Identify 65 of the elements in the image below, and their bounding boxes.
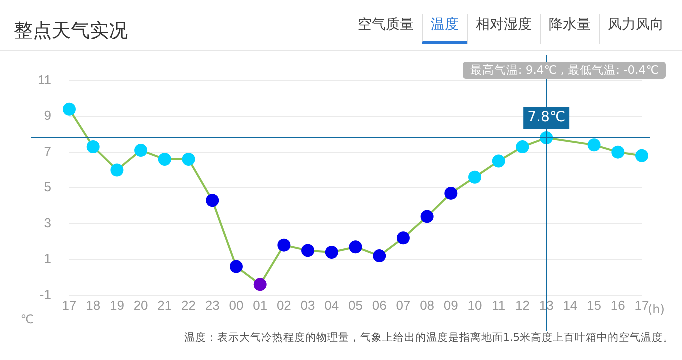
x-axis-title: (h) xyxy=(648,302,665,316)
text: 相对湿度 xyxy=(467,14,540,44)
point xyxy=(396,232,410,245)
x-tick-label: 05 xyxy=(348,298,363,313)
y-tick-label: 5 xyxy=(44,180,52,195)
point xyxy=(206,194,220,208)
point xyxy=(254,278,267,292)
x-tick-label: 17 xyxy=(62,298,77,313)
y-tick-label: 9 xyxy=(44,108,52,124)
x-tick-label: 17 xyxy=(634,298,650,313)
point xyxy=(182,152,196,166)
point xyxy=(158,152,172,166)
x-tick-label: 15 xyxy=(587,298,602,313)
point xyxy=(516,140,530,154)
text: 最高气温: 9.4℃ , 最低气温: -0.4℃ xyxy=(463,62,666,79)
x-tick-label: 06 xyxy=(372,298,387,313)
x-tick-label: 09 xyxy=(444,298,458,313)
text: 空气质量 xyxy=(357,16,415,35)
point xyxy=(302,244,315,258)
point xyxy=(230,260,243,274)
point xyxy=(444,186,458,200)
x-tick-label: 01 xyxy=(253,298,268,313)
ref-line-label: 7.8℃ xyxy=(528,110,566,126)
x-tick-label: 02 xyxy=(276,298,292,313)
y-axis-title: ℃ xyxy=(20,312,34,326)
text: 风力风向 xyxy=(599,14,672,44)
point xyxy=(420,210,434,224)
point xyxy=(62,102,76,116)
x-tick-label: 14 xyxy=(563,298,578,313)
y-tick-label: 1 xyxy=(44,251,52,266)
x-tick-label: 16 xyxy=(610,298,626,313)
x-tick-label: 18 xyxy=(86,298,101,313)
y-tick-label: 3 xyxy=(44,215,52,230)
x-tick-label: 19 xyxy=(110,298,124,313)
point xyxy=(349,240,362,254)
text: 降水量 xyxy=(540,14,599,44)
point xyxy=(110,164,124,177)
point xyxy=(86,140,100,154)
point xyxy=(325,246,338,259)
point xyxy=(636,149,648,162)
x-tick-label: 21 xyxy=(158,298,172,313)
x-tick-label: 03 xyxy=(300,298,316,313)
point xyxy=(278,238,291,252)
chart-title: 整点天气实况 xyxy=(14,19,128,44)
x-tick-label: 12 xyxy=(515,298,530,313)
text: 温度 xyxy=(422,14,467,44)
x-tick-label: 04 xyxy=(324,298,340,313)
x-tick-label: 07 xyxy=(396,298,411,313)
x-tick-label: 22 xyxy=(182,298,196,313)
point xyxy=(134,144,148,158)
x-tick-label: 11 xyxy=(492,298,506,313)
y-tick-label: 11 xyxy=(38,72,52,88)
y-tick-label: -1 xyxy=(40,286,52,302)
x-tick-label: 08 xyxy=(420,298,435,313)
point xyxy=(373,250,386,263)
x-tick-label: 10 xyxy=(468,298,482,313)
point xyxy=(492,154,506,168)
point xyxy=(588,138,601,152)
point xyxy=(468,170,482,184)
y-tick-label: 7 xyxy=(44,144,52,159)
text: 温度：表示大气冷热程度的物理量，气象上给出的温度是指离地面1.5米高度上百叶箱中的空气温度。 xyxy=(184,331,674,345)
point xyxy=(612,146,625,159)
x-tick-label: 23 xyxy=(205,298,220,313)
x-tick-label: 00 xyxy=(229,298,244,313)
x-tick-label: 20 xyxy=(134,298,148,313)
